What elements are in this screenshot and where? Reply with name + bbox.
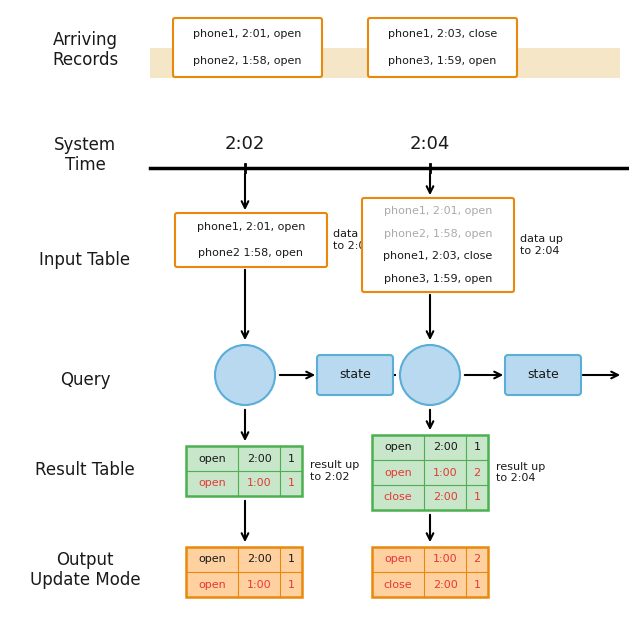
Text: 2:00: 2:00: [247, 453, 271, 463]
Text: phone1, 2:01, open: phone1, 2:01, open: [193, 28, 302, 39]
Text: 2:00: 2:00: [433, 492, 457, 503]
Text: open: open: [198, 555, 226, 565]
Bar: [186, 547, 302, 597]
FancyBboxPatch shape: [368, 18, 517, 77]
Text: Arriving
Records: Arriving Records: [52, 30, 118, 70]
Bar: [186, 572, 302, 597]
Text: phone1, 2:01, open: phone1, 2:01, open: [197, 223, 305, 232]
Text: close: close: [384, 579, 413, 589]
Text: result up
to 2:02: result up to 2:02: [310, 460, 359, 482]
Text: phone3, 1:59, open: phone3, 1:59, open: [384, 273, 492, 284]
Text: 1: 1: [287, 479, 294, 489]
Text: 1:00: 1:00: [247, 579, 271, 589]
FancyBboxPatch shape: [173, 18, 322, 77]
Bar: [372, 435, 488, 460]
Text: 1: 1: [287, 453, 294, 463]
Text: phone2 1:58, open: phone2 1:58, open: [199, 248, 304, 258]
Bar: [372, 460, 488, 485]
Text: 2:00: 2:00: [247, 555, 271, 565]
Text: phone2, 1:58, open: phone2, 1:58, open: [193, 56, 302, 66]
Text: open: open: [384, 442, 412, 453]
Text: 1: 1: [287, 555, 294, 565]
Bar: [372, 572, 488, 597]
Text: Input Table: Input Table: [40, 251, 131, 269]
Text: open: open: [198, 579, 226, 589]
Text: phone1, 2:01, open: phone1, 2:01, open: [384, 206, 492, 216]
Text: Query: Query: [60, 371, 110, 389]
Text: phone2, 1:58, open: phone2, 1:58, open: [384, 229, 493, 239]
Text: Result Table: Result Table: [35, 461, 135, 479]
Bar: [186, 446, 302, 471]
Bar: [186, 471, 302, 496]
Text: close: close: [384, 492, 413, 503]
Circle shape: [215, 345, 275, 405]
Text: Output
Update Mode: Output Update Mode: [30, 551, 140, 589]
FancyBboxPatch shape: [505, 355, 581, 395]
Text: 1: 1: [474, 492, 481, 503]
Text: 2: 2: [474, 468, 481, 477]
Text: open: open: [384, 555, 412, 565]
Text: 1:00: 1:00: [247, 479, 271, 489]
Text: phone1, 2:03, close: phone1, 2:03, close: [388, 28, 497, 39]
Text: data up
to 2:02: data up to 2:02: [333, 229, 376, 251]
Text: open: open: [198, 453, 226, 463]
Text: 1:00: 1:00: [433, 555, 457, 565]
FancyBboxPatch shape: [175, 213, 327, 267]
Bar: [372, 547, 488, 572]
Text: result up
to 2:04: result up to 2:04: [496, 461, 545, 484]
Text: 2:04: 2:04: [410, 135, 450, 153]
Text: 2: 2: [474, 555, 481, 565]
Bar: [372, 485, 488, 510]
Text: phone3, 1:59, open: phone3, 1:59, open: [388, 56, 497, 66]
Text: 1: 1: [474, 442, 481, 453]
Text: state: state: [527, 368, 559, 382]
Text: open: open: [198, 479, 226, 489]
Text: data up
to 2:04: data up to 2:04: [520, 234, 563, 256]
Text: System
Time: System Time: [54, 135, 116, 175]
Bar: [186, 547, 302, 572]
Text: 2:00: 2:00: [433, 579, 457, 589]
Text: 1:00: 1:00: [433, 468, 457, 477]
FancyBboxPatch shape: [362, 198, 514, 292]
Bar: [186, 446, 302, 496]
Circle shape: [400, 345, 460, 405]
Bar: [150, 48, 620, 78]
Text: state: state: [339, 368, 371, 382]
Text: 1: 1: [474, 579, 481, 589]
Text: open: open: [384, 468, 412, 477]
Bar: [372, 435, 488, 510]
Text: 2:00: 2:00: [433, 442, 457, 453]
FancyBboxPatch shape: [317, 355, 393, 395]
Bar: [372, 547, 488, 597]
Text: phone1, 2:03, close: phone1, 2:03, close: [383, 251, 493, 261]
Text: 2:02: 2:02: [225, 135, 265, 153]
Text: 1: 1: [287, 579, 294, 589]
